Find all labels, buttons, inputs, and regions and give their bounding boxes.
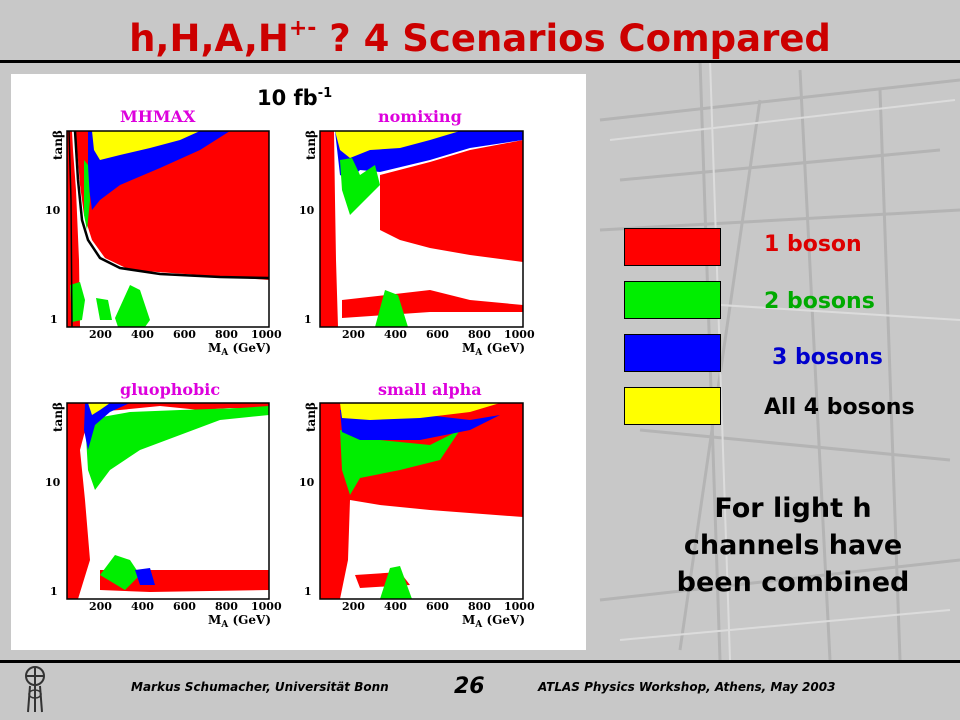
legend-label-3-bosons: 3 bosons: [772, 345, 883, 370]
luminosity-label: 10 fb-1: [257, 86, 333, 110]
legend-swatch-1-boson: [624, 228, 721, 266]
x-axis-label: MA (GeV): [208, 341, 271, 358]
page-number: 26: [454, 674, 485, 699]
x-tick-label: 1000: [504, 600, 535, 613]
x-tick-label: 800: [215, 328, 238, 341]
y-tick-label: 10: [45, 476, 61, 489]
plot-small-alpha: [319, 402, 524, 600]
x-tick-label: 400: [384, 600, 407, 613]
y-tick-label: 1: [50, 585, 58, 598]
legend-swatch-all-4-bosons: [624, 387, 721, 425]
x-axis-label: MA (GeV): [462, 341, 525, 358]
footer-divider: [0, 660, 960, 663]
y-axis-label: tanβ: [51, 402, 65, 432]
y-tick-label: 10: [299, 204, 315, 217]
legend-swatch-2-bosons: [624, 281, 721, 319]
x-tick-label: 400: [384, 328, 407, 341]
combination-note: For light h channels have been combined: [676, 493, 910, 598]
y-tick-label: 1: [304, 585, 312, 598]
x-tick-label: 200: [342, 600, 365, 613]
plot-title-small-alpha: small alpha: [378, 380, 482, 399]
x-tick-label: 600: [426, 328, 449, 341]
plot-nomixing: [319, 130, 524, 328]
legend-swatch-3-bosons: [624, 334, 721, 372]
x-tick-label: 200: [89, 328, 112, 341]
footer-author: Markus Schumacher, Universität Bonn: [131, 680, 389, 694]
y-tick-label: 1: [304, 313, 312, 326]
x-tick-label: 800: [468, 600, 491, 613]
x-tick-label: 400: [131, 328, 154, 341]
x-tick-label: 1000: [504, 328, 535, 341]
x-tick-label: 400: [131, 600, 154, 613]
legend-label-2-bosons: 2 bosons: [764, 289, 875, 314]
legend-label-all-4-bosons: All 4 bosons: [764, 395, 915, 420]
y-axis-label: tanβ: [304, 130, 318, 160]
plot-title-mhmax: MHMAX: [120, 107, 196, 126]
y-axis-label: tanβ: [304, 402, 318, 432]
x-tick-label: 800: [468, 328, 491, 341]
x-tick-label: 600: [173, 328, 196, 341]
plot-title-gluophobic: gluophobic: [120, 380, 220, 399]
atlas-logo: [25, 666, 45, 713]
y-tick-label: 10: [45, 204, 61, 217]
x-tick-label: 1000: [251, 328, 282, 341]
plot-mhmax: [66, 130, 270, 328]
x-axis-label: MA (GeV): [462, 613, 525, 630]
x-tick-label: 1000: [251, 600, 282, 613]
x-tick-label: 200: [342, 328, 365, 341]
footer-event: ATLAS Physics Workshop, Athens, May 2003: [538, 680, 836, 694]
x-tick-label: 800: [215, 600, 238, 613]
y-tick-label: 1: [50, 313, 58, 326]
title-divider: [0, 60, 960, 63]
x-tick-label: 200: [89, 600, 112, 613]
plot-gluophobic: [66, 402, 270, 600]
y-axis-label: tanβ: [51, 130, 65, 160]
y-tick-label: 10: [299, 476, 315, 489]
legend-label-1-boson: 1 boson: [764, 232, 862, 257]
x-axis-label: MA (GeV): [208, 613, 271, 630]
plot-title-nomixing: nomixing: [378, 107, 462, 126]
x-tick-label: 600: [173, 600, 196, 613]
slide-title: h,H,A,H+- ? 4 Scenarios Compared: [129, 16, 831, 60]
x-tick-label: 600: [426, 600, 449, 613]
